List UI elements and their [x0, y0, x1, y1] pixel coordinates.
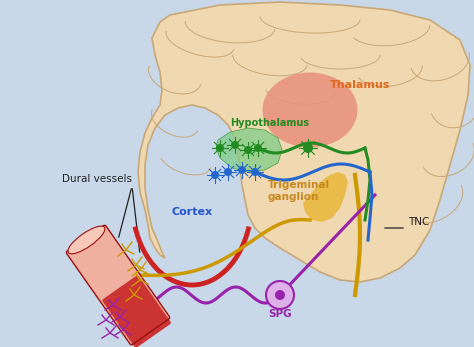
Circle shape	[251, 168, 259, 176]
Ellipse shape	[263, 73, 357, 147]
Circle shape	[224, 168, 232, 176]
Text: Cortex: Cortex	[172, 207, 213, 217]
Polygon shape	[216, 128, 282, 172]
Text: Thalamus: Thalamus	[330, 80, 391, 90]
Circle shape	[303, 143, 313, 153]
Text: SPG: SPG	[268, 309, 292, 319]
Circle shape	[231, 141, 239, 149]
Circle shape	[254, 144, 262, 152]
Text: Dural vessels: Dural vessels	[62, 174, 132, 184]
Circle shape	[211, 171, 219, 179]
FancyBboxPatch shape	[102, 276, 171, 347]
FancyBboxPatch shape	[66, 225, 170, 345]
Polygon shape	[138, 2, 470, 282]
Circle shape	[244, 146, 252, 154]
Circle shape	[238, 166, 246, 174]
Ellipse shape	[68, 226, 105, 254]
Text: Hypothalamus: Hypothalamus	[230, 118, 309, 128]
Circle shape	[275, 290, 285, 300]
Polygon shape	[303, 172, 348, 222]
Text: Trigeminal
ganglion: Trigeminal ganglion	[268, 180, 330, 202]
Circle shape	[266, 281, 294, 309]
Text: TNC: TNC	[408, 217, 429, 227]
Circle shape	[216, 144, 224, 152]
